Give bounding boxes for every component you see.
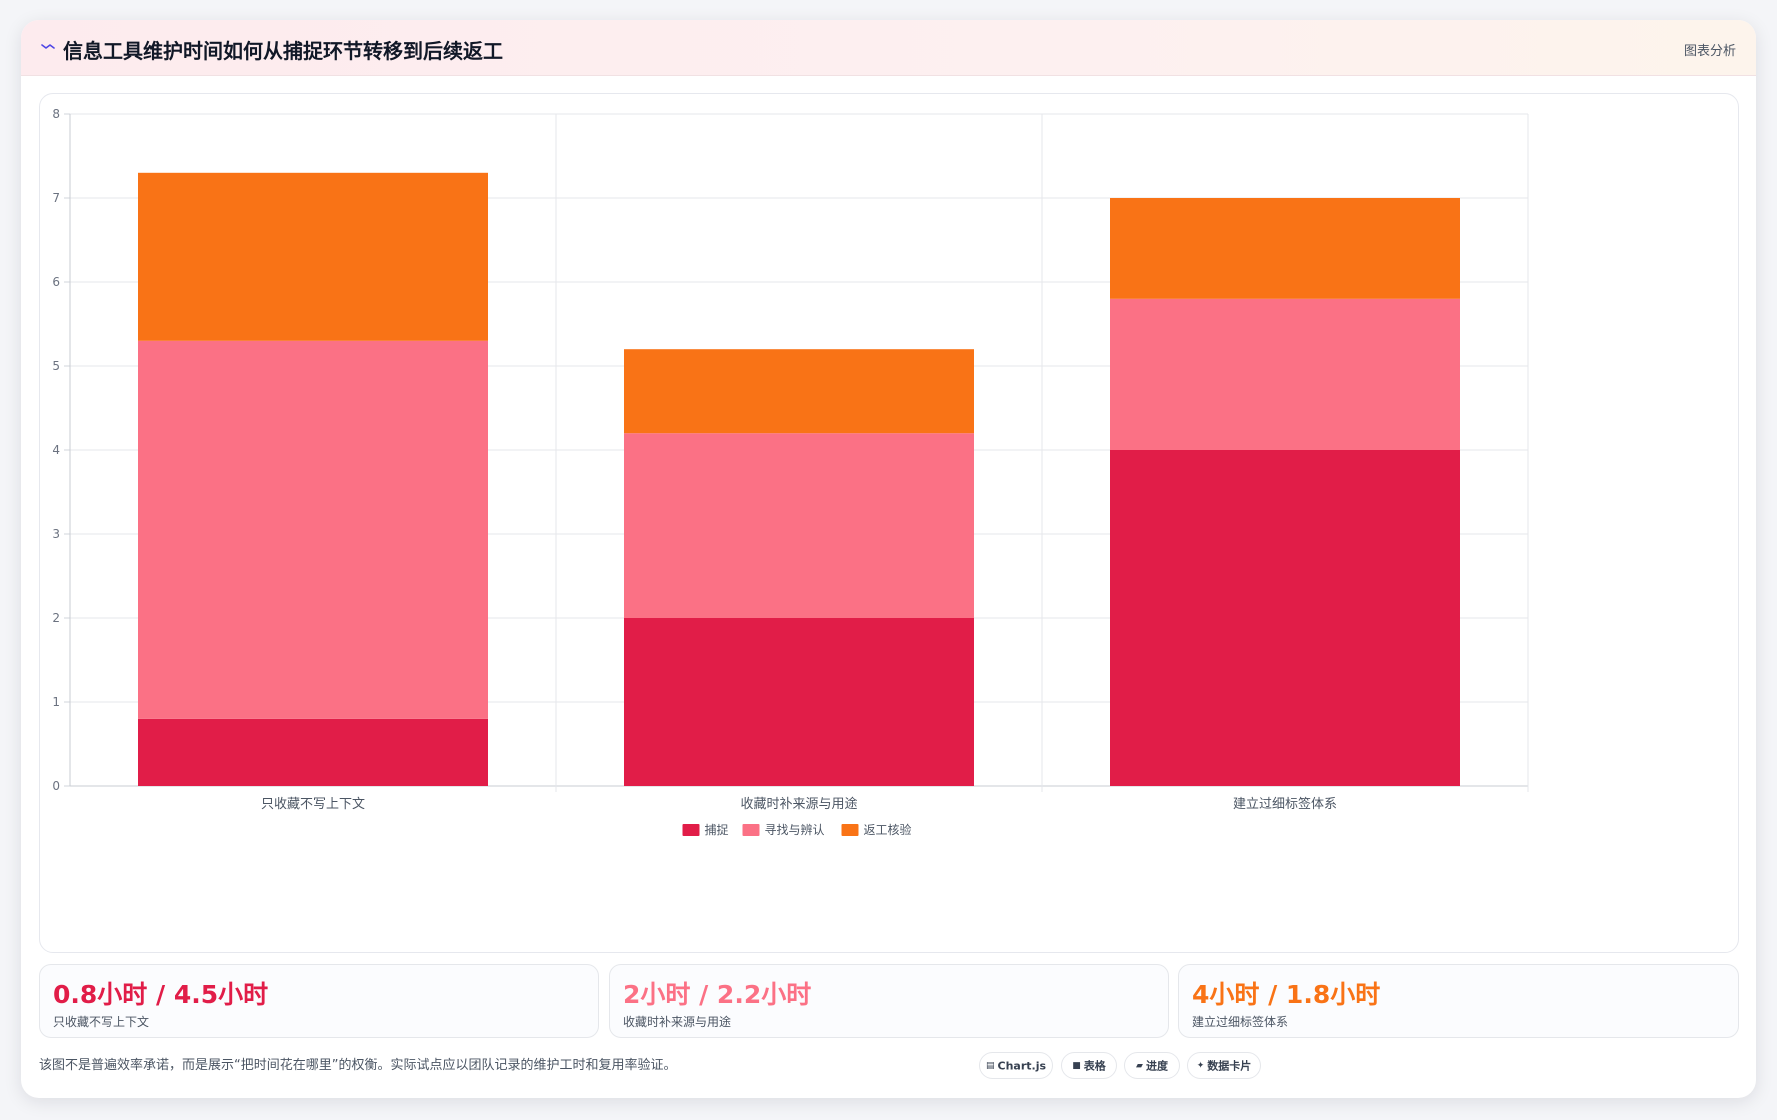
y-tick-label: 1 — [52, 695, 60, 709]
bar-segment — [1110, 450, 1460, 786]
y-tick-label: 5 — [52, 359, 60, 373]
bar-segment — [624, 349, 974, 434]
trend-line-icon — [41, 44, 55, 49]
chartjs-pill[interactable]: ▤ Chart.js — [979, 1052, 1053, 1079]
table-icon: ■ — [1072, 1060, 1081, 1071]
stat-card: 0.8小时 / 4.5小时 只收藏不写上下文 — [39, 964, 599, 1038]
legend-label: 捕捉 — [705, 822, 729, 837]
y-tick-label: 2 — [52, 611, 60, 625]
legend-label: 寻找与辨认 — [765, 823, 825, 837]
y-tick-label: 0 — [52, 779, 60, 793]
chart-panel: 0 1 2 3 4 5 6 7 8 只收藏不写上下文 收藏时补来源与用途 建立过细标签体系捕捉 寻找与辨… — [39, 93, 1739, 953]
legend-swatch — [841, 824, 859, 836]
x-tick-label: 只收藏不写上下文 — [261, 797, 365, 812]
progress-icon: ▰ — [1136, 1060, 1143, 1071]
sparkle-icon: ✦ — [1196, 1060, 1205, 1071]
stat-label: 建立过细标签体系 — [1192, 1015, 1289, 1029]
legend-label: 返工核验 — [864, 822, 912, 837]
data-card-pill[interactable]: ✦ 数据卡片 — [1187, 1052, 1261, 1079]
stat-card: 4小时 / 1.8小时 建立过细标签体系 — [1178, 964, 1739, 1038]
bar-segment — [1110, 298, 1460, 450]
x-tick-label: 收藏时补来源与用途 — [740, 796, 857, 812]
stat-value: 2小时 / 2.2小时 — [623, 980, 812, 1009]
stat-label: 只收藏不写上下文 — [53, 1015, 150, 1029]
progress-pill[interactable]: ▰ 进度 — [1124, 1052, 1180, 1079]
y-tick-label: 6 — [52, 275, 60, 289]
table-pill[interactable]: ■ 表格 — [1061, 1052, 1117, 1079]
stat-label: 收藏时补来源与用途 — [623, 1015, 732, 1029]
bar-segment — [1110, 198, 1460, 299]
pill-label: Chart.js — [997, 1059, 1047, 1073]
footnote: 该图不是普遍效率承诺，而是展示“把时间花在哪里”的权衡。实际试点应以团队记录的维… — [39, 1058, 677, 1073]
stat-value: 0.8小时 / 4.5小时 — [53, 980, 269, 1009]
chart-analysis-button[interactable]: 图表分析 — [1683, 44, 1736, 59]
bar-segment — [624, 433, 974, 618]
bar-segment — [138, 718, 488, 786]
stat-card: 2小时 / 2.2小时 收藏时补来源与用途 — [609, 964, 1169, 1038]
y-tick-label: 8 — [52, 107, 60, 121]
card-title: 信息工具维护时间如何从捕捉环节转移到后续返工 — [63, 39, 503, 63]
y-tick-label: 7 — [52, 191, 60, 205]
legend-swatch — [742, 824, 760, 836]
x-tick-label: 建立过细标签体系 — [1233, 796, 1337, 812]
pill-label: 进度 — [1145, 1059, 1168, 1073]
y-tick-label: 3 — [52, 527, 60, 541]
card-header: 信息工具维护时间如何从捕捉环节转移到后续返工 图表分析 — [21, 20, 1756, 76]
pill-label: 表格 — [1083, 1059, 1106, 1073]
chart-card: 信息工具维护时间如何从捕捉环节转移到后续返工 图表分析 0 1 2 3 4 5 6 7 8 只收藏… — [21, 20, 1756, 1098]
bar-segment — [138, 172, 488, 341]
bar-segment — [624, 618, 974, 786]
chart-icon: ▤ — [985, 1060, 995, 1071]
pill-label: 数据卡片 — [1207, 1059, 1252, 1073]
bar-segment — [138, 340, 488, 719]
y-tick-label: 4 — [52, 443, 60, 457]
stat-value: 4小时 / 1.8小时 — [1192, 980, 1381, 1009]
legend-swatch — [682, 824, 700, 836]
